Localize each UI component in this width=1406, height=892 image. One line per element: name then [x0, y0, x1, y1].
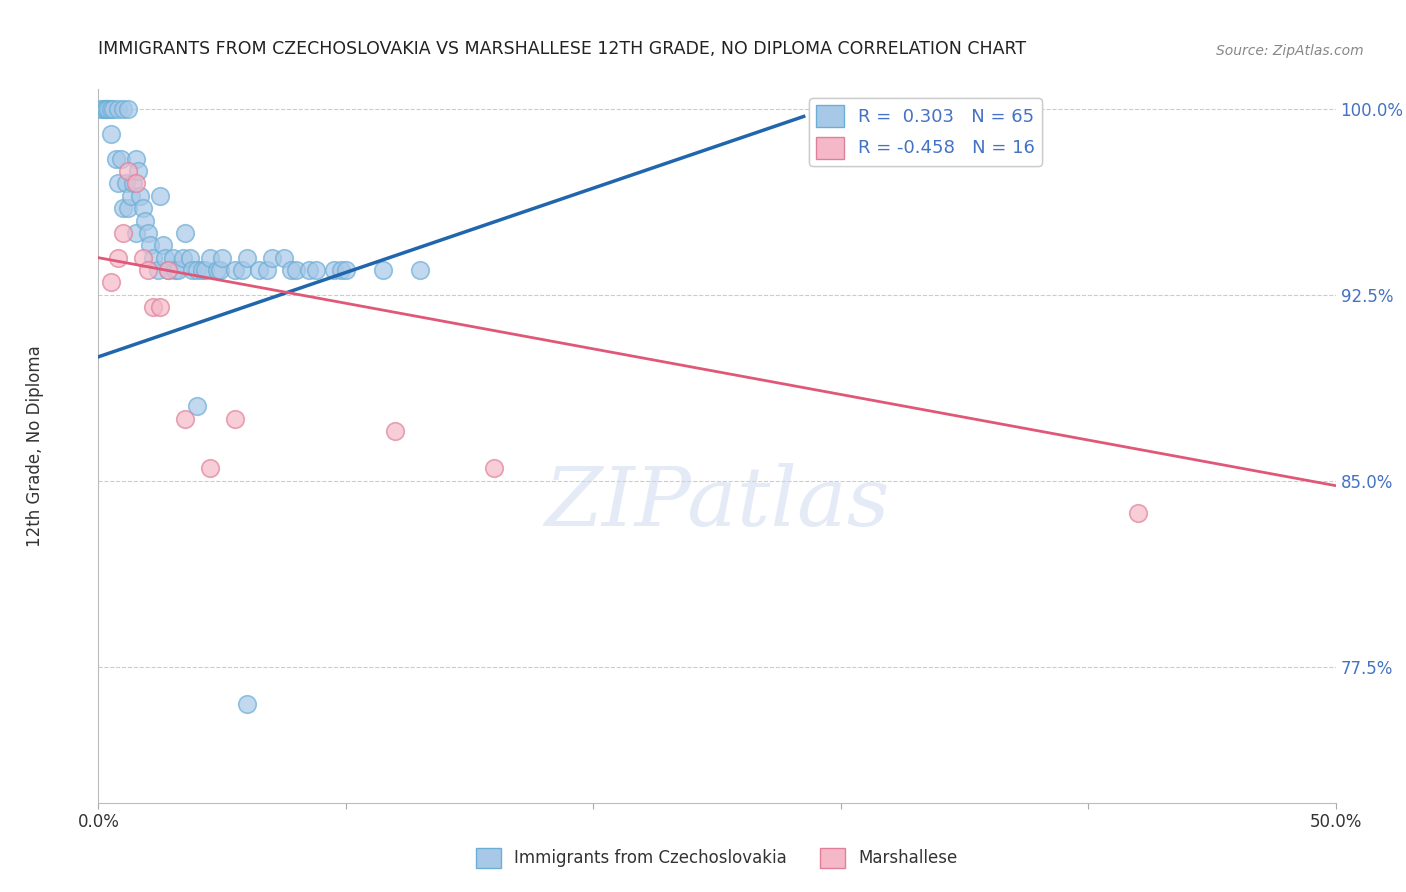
Point	[127, 164, 149, 178]
Point	[198, 461, 221, 475]
Point	[139, 238, 162, 252]
Point	[136, 263, 159, 277]
Point	[100, 276, 122, 290]
Point	[285, 263, 308, 277]
Legend: R =  0.303   N = 65, R = -0.458   N = 16: R = 0.303 N = 65, R = -0.458 N = 16	[810, 98, 1042, 166]
Point	[211, 251, 233, 265]
Point	[166, 263, 188, 277]
Point	[117, 102, 139, 116]
Point	[384, 424, 406, 438]
Point	[112, 226, 135, 240]
Point	[107, 177, 129, 191]
Point	[117, 201, 139, 215]
Point	[124, 152, 146, 166]
Point	[174, 411, 197, 425]
Point	[117, 164, 139, 178]
Point	[120, 188, 142, 202]
Point	[132, 201, 155, 215]
Point	[100, 102, 122, 116]
Point	[97, 102, 120, 116]
Point	[329, 263, 352, 277]
Point	[181, 263, 204, 277]
Point	[198, 251, 221, 265]
Point	[104, 152, 127, 166]
Point	[208, 263, 231, 277]
Point	[100, 127, 122, 141]
Point	[156, 263, 179, 277]
Point	[110, 152, 132, 166]
Point	[146, 263, 169, 277]
Point	[103, 102, 125, 116]
Point	[247, 263, 270, 277]
Point	[186, 263, 208, 277]
Point	[191, 263, 214, 277]
Point	[93, 102, 115, 116]
Point	[114, 177, 136, 191]
Point	[205, 263, 228, 277]
Point	[94, 102, 117, 116]
Point	[107, 102, 129, 116]
Point	[107, 251, 129, 265]
Point	[134, 213, 156, 227]
Point	[142, 300, 165, 314]
Text: ZIPatlas: ZIPatlas	[544, 463, 890, 543]
Point	[142, 251, 165, 265]
Point	[132, 251, 155, 265]
Point	[186, 400, 208, 414]
Text: IMMIGRANTS FROM CZECHOSLOVAKIA VS MARSHALLESE 12TH GRADE, NO DIPLOMA CORRELATION: IMMIGRANTS FROM CZECHOSLOVAKIA VS MARSHA…	[98, 40, 1026, 58]
Point	[156, 263, 179, 277]
Point	[322, 263, 344, 277]
Text: 12th Grade, No Diploma: 12th Grade, No Diploma	[27, 345, 44, 547]
Point	[94, 102, 117, 116]
Point	[124, 226, 146, 240]
Point	[174, 226, 197, 240]
Point	[224, 411, 246, 425]
Point	[231, 263, 253, 277]
Point	[1126, 506, 1149, 520]
Point	[335, 263, 357, 277]
Point	[236, 251, 259, 265]
Point	[260, 251, 283, 265]
Point	[122, 177, 145, 191]
Point	[152, 238, 174, 252]
Point	[112, 201, 135, 215]
Point	[149, 188, 172, 202]
Point	[124, 177, 146, 191]
Point	[371, 263, 394, 277]
Point	[90, 102, 112, 116]
Point	[409, 263, 432, 277]
Point	[305, 263, 328, 277]
Point	[273, 251, 295, 265]
Point	[256, 263, 278, 277]
Point	[236, 697, 259, 711]
Point	[179, 251, 201, 265]
Legend: Immigrants from Czechoslovakia, Marshallese: Immigrants from Czechoslovakia, Marshall…	[470, 841, 965, 875]
Point	[112, 102, 135, 116]
Text: Source: ZipAtlas.com: Source: ZipAtlas.com	[1216, 44, 1364, 58]
Point	[280, 263, 302, 277]
Point	[165, 263, 187, 277]
Point	[298, 263, 321, 277]
Point	[162, 251, 184, 265]
Point	[194, 263, 217, 277]
Point	[136, 226, 159, 240]
Point	[155, 251, 177, 265]
Point	[129, 188, 152, 202]
Point	[172, 251, 194, 265]
Point	[224, 263, 246, 277]
Point	[484, 461, 506, 475]
Point	[149, 300, 172, 314]
